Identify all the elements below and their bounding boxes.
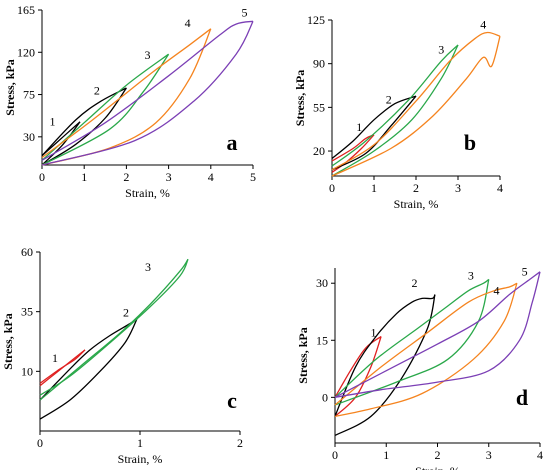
curve-label-1: 1 [52,351,58,365]
y-tick-label: 75 [23,88,35,102]
panel-letter: d [516,385,528,410]
curve-label-3: 3 [145,260,151,274]
x-axis-label: Strain, % [118,452,163,466]
x-tick-label: 4 [537,448,543,462]
panel-a: 0 1 2 3 4 5 30 75 120 165 Strain, % Stress, kPa a 1 2 3… [3,3,256,200]
y-tick-label: 125 [307,13,325,27]
loop-3-unloading [331,44,459,177]
x-tick-label: 3 [455,181,461,195]
y-tick-label: 55 [313,100,325,114]
x-tick-label: 0 [37,436,43,450]
curve-label-4: 4 [480,18,486,32]
loop-4-unloading [331,36,501,177]
curve-label-1: 1 [50,115,56,129]
panel-letter: c [227,388,237,413]
curve-label-1: 1 [370,325,376,339]
loop-3-loading [41,53,169,161]
x-tick-label: 2 [123,170,129,184]
y-tick-label: 15 [316,333,328,347]
y-axis-label: Stress, kPa [293,70,307,126]
x-tick-label: 0 [332,448,338,462]
curve-label-5: 5 [522,265,528,279]
x-tick-label: 1 [81,170,87,184]
loop-2-loading [334,294,436,417]
y-tick-label: 35 [21,305,33,319]
loop-5-unloading [334,271,541,398]
curve-label-1: 1 [356,120,362,134]
loop-2-loading [331,95,417,160]
loop-1-unloading [39,349,86,387]
y-tick-label: 90 [313,57,325,71]
curve-label-2: 2 [94,84,100,98]
panel-b: 0 1 2 3 4 20 55 90 125 Strain, % Stress, kPa b 1 2 3 4 [293,13,503,211]
x-tick-label: 2 [237,436,243,450]
loop-1-unloading [331,134,375,173]
loop-5-loading [334,271,541,398]
x-tick-label: 4 [208,170,214,184]
curve-label-4: 4 [185,16,191,30]
panel-c: 0 1 2 10 35 60 Strain, % Stress, kPa c 1 2 3 [1,245,243,466]
x-axis-label: Strain, % [415,464,460,470]
x-tick-label: 0 [39,170,45,184]
loop-3-loading [39,258,189,401]
loop-1-loading [334,335,382,398]
loop-3-loading [331,44,459,167]
y-tick-label: 165 [17,3,35,17]
loop-4-unloading [41,28,212,166]
x-tick-label: 2 [435,448,441,462]
loop-3-unloading [39,258,189,396]
loop-1-unloading [41,121,81,166]
x-tick-label: 5 [250,170,256,184]
curve-label-3: 3 [468,268,474,282]
loop-1-loading [41,121,81,157]
panel-letter: a [227,130,238,155]
y-axis-label: Stress, kPa [3,59,17,115]
panel-letter: b [464,130,476,155]
panel-d: 0 1 2 3 4 0 15 30 Strain, % Stress, kPa d 1 2 3 4 5 [296,265,543,470]
x-tick-label: 2 [413,181,419,195]
y-axis-label: Stress, kPa [1,313,15,369]
curve-label-4: 4 [493,284,499,298]
x-tick-label: 0 [329,181,335,195]
loop-5-loading [41,20,254,161]
loop-3-unloading [41,53,170,166]
loop-4-loading [331,31,501,171]
x-axis-label: Strain, % [394,197,439,211]
loop-2-unloading [39,318,138,420]
y-tick-label: 30 [23,130,35,144]
loop-4-loading [41,28,212,159]
x-tick-label: 3 [486,448,492,462]
y-tick-label: 30 [316,276,328,290]
curve-label-2: 2 [411,276,417,290]
loop-5-unloading [41,21,254,166]
x-tick-label: 1 [383,448,389,462]
y-tick-label: 0 [322,390,328,404]
x-tick-label: 3 [166,170,172,184]
curve-label-3: 3 [438,43,444,57]
loop-3-loading [334,278,490,398]
loop-2-loading [41,87,127,157]
x-tick-label: 4 [497,181,503,195]
loop-4-loading [334,282,518,406]
x-tick-label: 1 [371,181,377,195]
loop-2-unloading [334,294,436,436]
y-tick-label: 120 [17,45,35,59]
loop-4-unloading [334,282,518,418]
y-tick-label: 10 [21,364,33,378]
y-tick-label: 20 [313,144,325,158]
y-tick-label: 60 [21,245,33,259]
curve-label-2: 2 [123,305,129,319]
curve-label-5: 5 [242,6,248,20]
curve-label-3: 3 [145,48,151,62]
y-axis-label: Stress, kPa [296,327,310,383]
x-axis-label: Strain, % [125,186,170,200]
x-tick-label: 1 [137,436,143,450]
curve-label-2: 2 [386,93,392,107]
